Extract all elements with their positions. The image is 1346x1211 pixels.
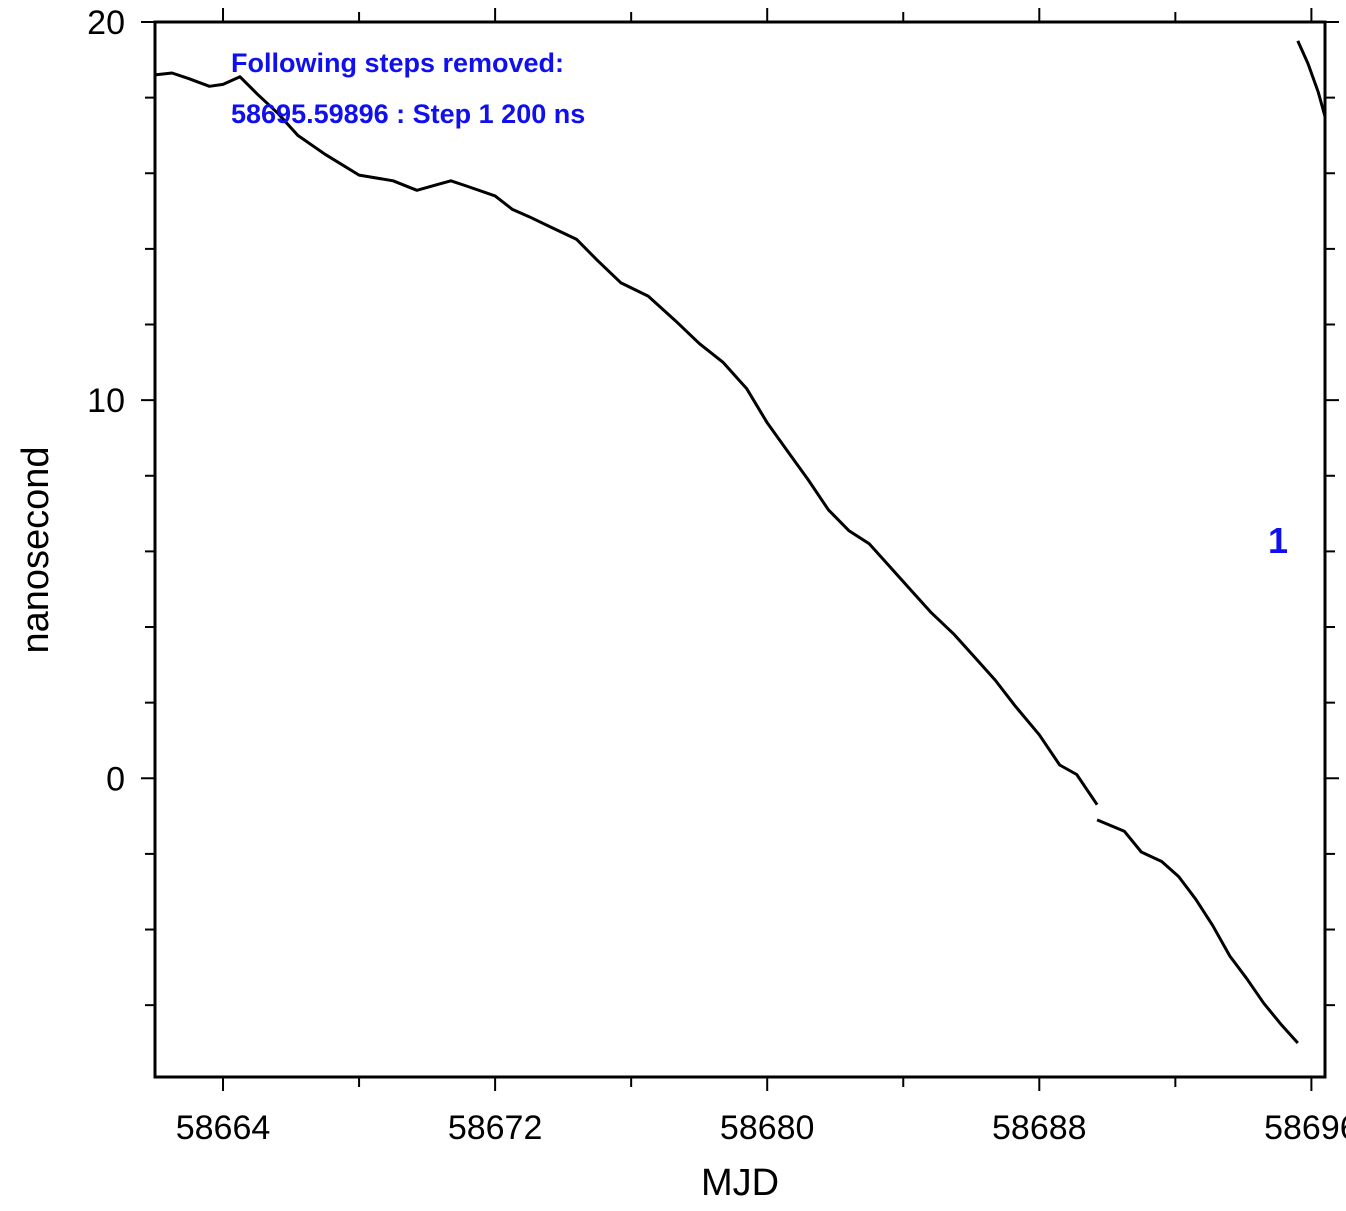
steps-removed-heading: Following steps removed: xyxy=(231,48,564,78)
x-tick-label: 58680 xyxy=(720,1109,815,1147)
x-axis-title: MJD xyxy=(701,1162,779,1204)
y-tick-label: 10 xyxy=(87,382,125,420)
x-tick-label: 58664 xyxy=(176,1109,271,1147)
x-tick-label: 58696 xyxy=(1264,1109,1346,1147)
x-tick-label: 58672 xyxy=(448,1109,543,1147)
x-tick-label: 58688 xyxy=(992,1109,1087,1147)
series-number-label: 1 xyxy=(1268,520,1288,561)
axis-ticks: 58664 58672 58680 58688 58696 0 10 20 xyxy=(87,4,1346,1147)
series-line-2 xyxy=(1096,818,1299,1045)
step-detail-annotation: 58695.59896 : Step 1 200 ns xyxy=(231,99,585,129)
y-tick-label: 20 xyxy=(87,4,125,42)
data-series-layer xyxy=(154,40,1327,1045)
y-axis-title: nanosecond xyxy=(15,446,57,653)
y-tick-label: 0 xyxy=(106,760,125,798)
series-line-3 xyxy=(1296,40,1327,117)
series-line-1 xyxy=(154,71,1099,806)
plot-frame xyxy=(153,20,1327,1079)
